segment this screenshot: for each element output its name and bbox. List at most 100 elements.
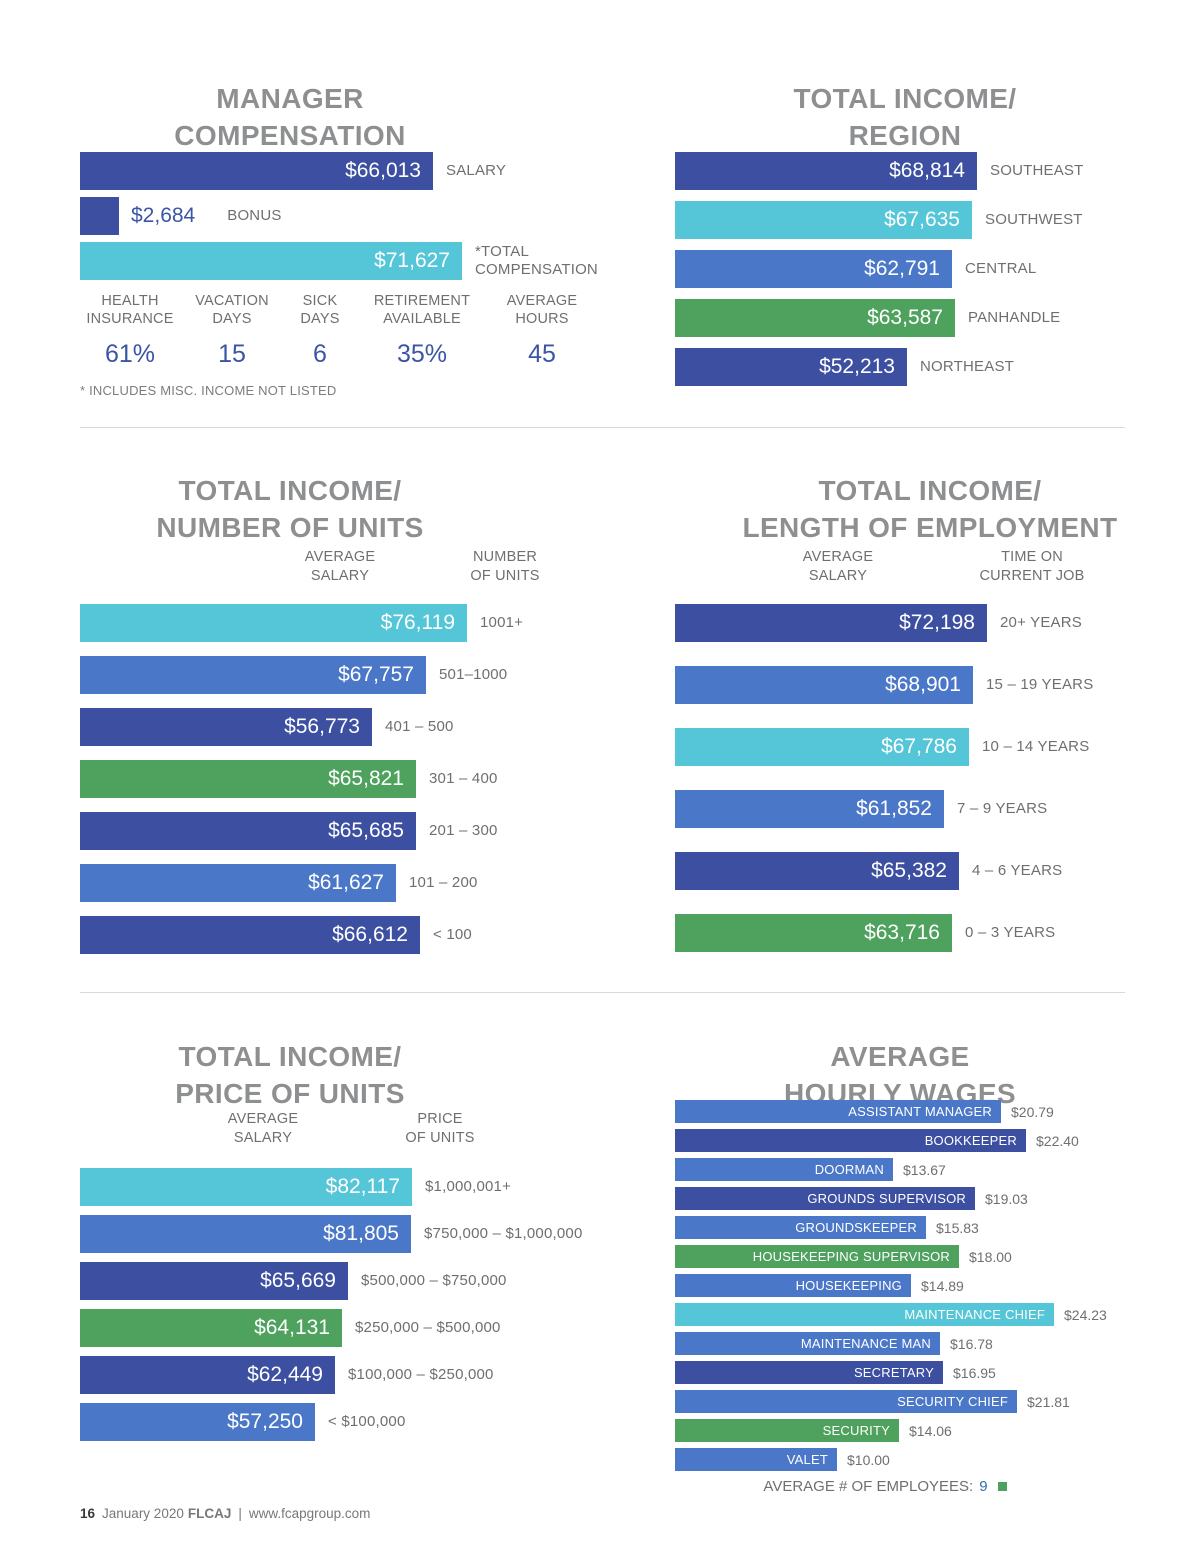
bar-value: $14.06	[909, 1422, 952, 1439]
bar: VALET	[675, 1448, 837, 1471]
manager-compensation-chart: $66,013 SALARY $2,684 BONUS $71,627 *TOTAL CO…	[80, 152, 598, 287]
stat-value: 45	[528, 340, 556, 369]
bar: $64,131	[80, 1309, 342, 1347]
green-square-icon	[997, 1482, 1007, 1491]
bar-label: CENTRAL	[965, 260, 1037, 277]
stat-value: 35%	[396, 340, 448, 369]
bar: $63,587	[675, 299, 955, 337]
column-header-number-of-units: NUMBER OF UNITS	[470, 549, 540, 584]
bar-label: 0 – 3 YEARS	[965, 924, 1056, 941]
bar-row: $2,684 BONUS	[80, 197, 598, 235]
bar: $67,635	[675, 201, 972, 239]
bar: $67,786	[675, 728, 969, 766]
bar: $72,198	[675, 604, 987, 642]
bar-row: $63,587 PANHANDLE	[675, 299, 1083, 337]
bar: $62,791	[675, 250, 952, 288]
bar-row: SECURITY CHIEF $21.81	[675, 1390, 1107, 1413]
bar-label: < $100,000	[328, 1413, 406, 1430]
bar-row: $76,119 1001+	[80, 604, 523, 642]
stat-label: HEALTH INSURANCE	[86, 293, 174, 328]
bar-value: $16.95	[953, 1364, 996, 1381]
bar-value: $20.79	[1011, 1103, 1054, 1120]
stat-label: VACATION DAYS	[195, 293, 269, 328]
bar-label: *TOTAL COMPENSATION	[475, 243, 598, 278]
hourly-wages-title: AVERAGE HOURLY WAGES	[784, 1041, 1016, 1109]
issue-date: January 2020	[102, 1506, 184, 1521]
bar-label: < 100	[433, 926, 472, 943]
page-footer: 16 January 2020 FLCAJ | www.fcapgroup.com	[80, 1506, 370, 1521]
bar-label: $250,000 – $500,000	[355, 1319, 501, 1336]
column-header-price-of-units: PRICE OF UNITS	[405, 1111, 475, 1146]
section-divider	[80, 427, 1125, 428]
bar-row: VALET $10.00	[675, 1448, 1107, 1471]
bar-label: 501–1000	[439, 666, 508, 683]
bar-row: $56,773 401 – 500	[80, 708, 523, 746]
bar-label: NORTHEAST	[920, 358, 1015, 375]
bar-row: $81,805 $750,000 – $1,000,000	[80, 1215, 583, 1253]
bar-row: $68,901 15 – 19 YEARS	[675, 666, 1093, 704]
stat-label: SICK DAYS	[300, 293, 340, 328]
bar-row: GROUNDSKEEPER $15.83	[675, 1216, 1107, 1239]
stat-label: RETIREMENT AVAILABLE	[373, 293, 471, 328]
column-header-time-on-job: TIME ON CURRENT JOB	[979, 549, 1085, 584]
bar: BOOKKEEPER	[675, 1129, 1026, 1152]
bar-row: $63,716 0 – 3 YEARS	[675, 914, 1093, 952]
income-units-chart: $76,119 1001+ $67,757 501–1000 $56,773 401 – …	[80, 604, 523, 968]
bar: $65,382	[675, 852, 959, 890]
stat-vacation-days: VACATION DAYS 15	[182, 292, 282, 369]
bar: $68,814	[675, 152, 977, 190]
bar-row: $65,685 201 – 300	[80, 812, 523, 850]
bar-label: $100,000 – $250,000	[348, 1366, 494, 1383]
bar: $71,627	[80, 242, 462, 280]
bar-row: HOUSEKEEPING SUPERVISOR $18.00	[675, 1245, 1107, 1268]
income-region-title: TOTAL INCOME/ REGION	[793, 83, 1017, 151]
bar-label: BONUS	[227, 207, 282, 224]
bar-row: $65,821 301 – 400	[80, 760, 523, 798]
footer-url: www.fcapgroup.com	[248, 1506, 371, 1521]
income-price-chart: $82,117 $1,000,001+ $81,805 $750,000 – $1,0…	[80, 1168, 583, 1450]
bar: GROUNDSKEEPER	[675, 1216, 926, 1239]
bar-value: $15.83	[936, 1219, 979, 1236]
bar-label: 4 – 6 YEARS	[972, 862, 1063, 879]
bar: MAINTENANCE MAN	[675, 1332, 940, 1355]
bar-label: 301 – 400	[429, 770, 498, 787]
bar-row: MAINTENANCE MAN $16.78	[675, 1332, 1107, 1355]
bar-row: SECURITY $14.06	[675, 1419, 1107, 1442]
column-header-average-salary: AVERAGE SALARY	[227, 1111, 299, 1146]
bar: HOUSEKEEPING SUPERVISOR	[675, 1245, 959, 1268]
bar-row: $65,382 4 – 6 YEARS	[675, 852, 1093, 890]
bar-value: $2,684	[131, 204, 196, 227]
bar-label: SOUTHEAST	[990, 162, 1084, 179]
bar-label: 101 – 200	[409, 874, 478, 891]
bar-label: SALARY	[446, 162, 507, 179]
bar	[80, 197, 119, 235]
bar: $61,852	[675, 790, 944, 828]
bar-label: 15 – 19 YEARS	[986, 676, 1094, 693]
bar-value: $10.00	[847, 1451, 890, 1468]
bar-row: $61,627 101 – 200	[80, 864, 523, 902]
hourly-wages-chart: ASSISTANT MANAGER $20.79 BOOKKEEPER $22.40 D…	[675, 1100, 1107, 1477]
bar: $65,685	[80, 812, 416, 850]
bar-label: PANHANDLE	[968, 309, 1061, 326]
bar-row: $68,814 SOUTHEAST	[675, 152, 1083, 190]
bar-row: $65,669 $500,000 – $750,000	[80, 1262, 583, 1300]
bar-row: $62,791 CENTRAL	[675, 250, 1083, 288]
bar-label: 20+ YEARS	[1000, 614, 1082, 631]
bar-label: 201 – 300	[429, 822, 498, 839]
bar-row: $61,852 7 – 9 YEARS	[675, 790, 1093, 828]
bar-row: $52,213 NORTHEAST	[675, 348, 1083, 386]
bar: $76,119	[80, 604, 467, 642]
bar-row: MAINTENANCE CHIEF $24.23	[675, 1303, 1107, 1326]
bar: $68,901	[675, 666, 973, 704]
stat-sick-days: SICK DAYS 6	[285, 292, 355, 369]
income-region-chart: $68,814 SOUTHEAST $67,635 SOUTHWEST $62,791 C…	[675, 152, 1083, 397]
income-price-title: TOTAL INCOME/ PRICE OF UNITS	[175, 1041, 405, 1109]
bar-row: $67,786 10 – 14 YEARS	[675, 728, 1093, 766]
bar-row: GROUNDS SUPERVISOR $19.03	[675, 1187, 1107, 1210]
bar-label: $750,000 – $1,000,000	[424, 1225, 583, 1242]
bar-row: ASSISTANT MANAGER $20.79	[675, 1100, 1107, 1123]
income-units-title: TOTAL INCOME/ NUMBER OF UNITS	[156, 475, 424, 543]
bar: $66,612	[80, 916, 420, 954]
bar: $52,213	[675, 348, 907, 386]
